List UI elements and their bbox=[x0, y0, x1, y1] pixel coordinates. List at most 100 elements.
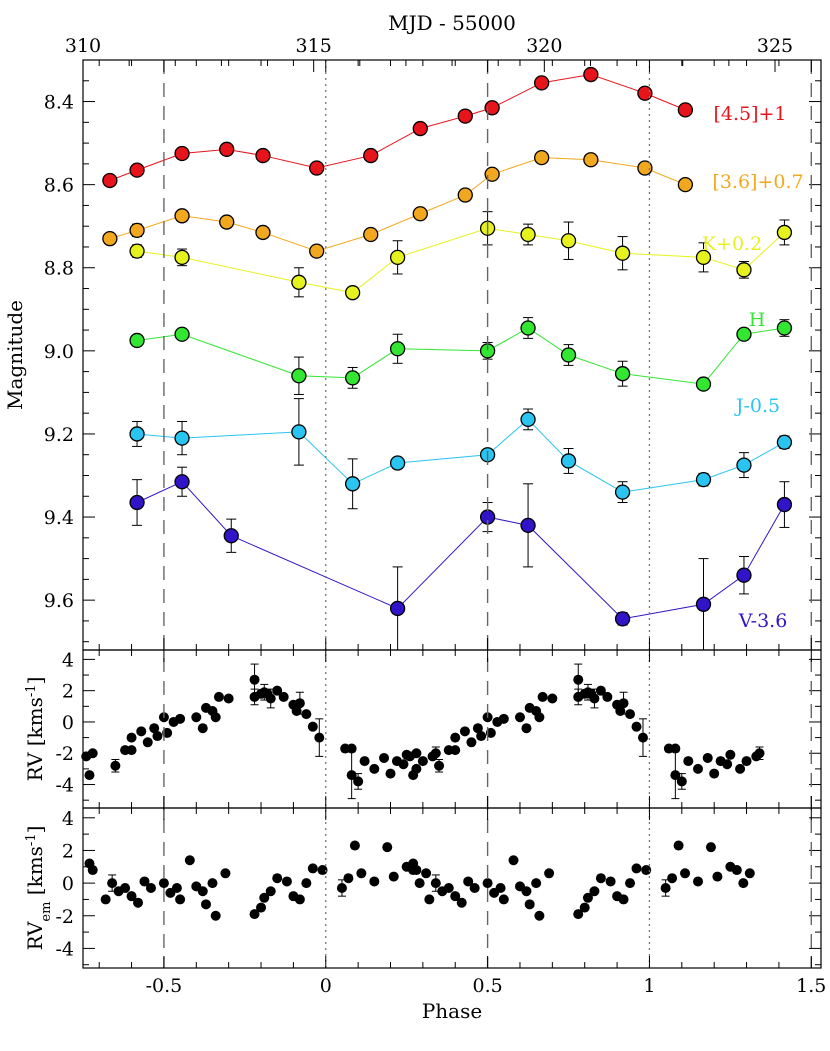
data-point bbox=[174, 326, 190, 342]
data-point bbox=[120, 883, 131, 893]
data-point bbox=[614, 611, 631, 627]
data-point bbox=[255, 224, 271, 241]
data-point bbox=[265, 886, 276, 897]
data-point bbox=[534, 712, 545, 723]
data-point bbox=[100, 894, 111, 905]
x-tick-label: 1.5 bbox=[796, 975, 826, 997]
data-point bbox=[346, 770, 357, 781]
y-axis-title-end: ] bbox=[23, 826, 47, 834]
data-point bbox=[456, 897, 467, 908]
data-point bbox=[614, 484, 631, 500]
data-point bbox=[317, 865, 328, 876]
data-point bbox=[307, 863, 318, 874]
data-point bbox=[385, 768, 396, 779]
data-point bbox=[498, 713, 509, 724]
data-point bbox=[614, 366, 631, 382]
data-point bbox=[457, 187, 473, 203]
data-point bbox=[434, 760, 445, 771]
data-point bbox=[615, 706, 626, 717]
data-point bbox=[213, 691, 224, 702]
data-point bbox=[210, 910, 221, 921]
data-point bbox=[421, 868, 432, 879]
data-point bbox=[412, 206, 428, 222]
data-point bbox=[534, 910, 545, 921]
y-tick-label: 9.4 bbox=[44, 507, 74, 529]
data-point bbox=[291, 274, 307, 290]
x-tick-label: -0.5 bbox=[146, 975, 183, 997]
data-point bbox=[309, 160, 325, 176]
data-point bbox=[174, 430, 190, 446]
data-point bbox=[110, 760, 121, 771]
y-tick-label: 0 bbox=[62, 712, 74, 734]
data-point bbox=[175, 713, 186, 724]
data-point bbox=[583, 66, 599, 83]
series-0: [4.5]+1 bbox=[102, 66, 787, 189]
data-point bbox=[84, 770, 95, 781]
data-point bbox=[736, 326, 752, 342]
y-axis-title-sup: -1 bbox=[24, 684, 39, 697]
y-tick-label: -4 bbox=[55, 938, 74, 960]
data-point bbox=[389, 600, 406, 617]
data-point bbox=[197, 886, 208, 897]
data-point bbox=[695, 249, 712, 266]
top-tick-label: 325 bbox=[757, 35, 793, 57]
data-point bbox=[278, 691, 289, 702]
top-axis-title: MJD - 55000 bbox=[388, 11, 516, 35]
data-point bbox=[534, 75, 550, 91]
data-point bbox=[776, 434, 793, 450]
data-point bbox=[126, 745, 137, 756]
data-point bbox=[586, 688, 597, 699]
y-axis-title-main: RV bbox=[23, 921, 47, 950]
data-point bbox=[667, 873, 678, 884]
top-tick-label: 310 bbox=[65, 35, 101, 57]
data-point bbox=[693, 876, 703, 887]
data-point bbox=[174, 208, 190, 224]
data-point bbox=[220, 868, 231, 879]
data-point bbox=[534, 149, 550, 166]
data-point bbox=[560, 233, 577, 249]
data-point bbox=[129, 494, 145, 511]
data-point bbox=[776, 496, 793, 513]
data-point bbox=[459, 726, 470, 737]
y-tick-label: 8.8 bbox=[44, 258, 74, 280]
data-point bbox=[307, 721, 318, 732]
data-point bbox=[129, 243, 145, 259]
y-tick-label: 8.4 bbox=[44, 92, 74, 114]
y-tick-label: 2 bbox=[62, 681, 74, 703]
data-point bbox=[272, 873, 283, 884]
data-point bbox=[126, 891, 137, 902]
series-label: J-0.5 bbox=[734, 395, 780, 417]
y-axis-title-main: RV [kms bbox=[23, 697, 47, 781]
data-point bbox=[677, 102, 694, 118]
data-point bbox=[583, 152, 599, 168]
data-point bbox=[314, 732, 325, 743]
data-point bbox=[673, 840, 684, 851]
top-tick-label: 320 bbox=[526, 35, 562, 57]
data-point bbox=[602, 691, 613, 702]
series-label: H bbox=[749, 309, 766, 331]
y-tick-label: 9.2 bbox=[44, 424, 74, 446]
data-point bbox=[107, 878, 118, 889]
data-point bbox=[158, 878, 169, 889]
data-point bbox=[614, 245, 631, 261]
data-point bbox=[589, 886, 600, 897]
data-point bbox=[129, 162, 145, 178]
data-point bbox=[281, 876, 292, 887]
data-point bbox=[520, 411, 536, 428]
series-3: H bbox=[129, 309, 793, 395]
radial-velocity-panel: 4 2 0 -2 -4 RV [kms-1] bbox=[23, 649, 821, 801]
series-5: V-3.6 bbox=[129, 466, 793, 651]
data-point bbox=[259, 892, 270, 903]
data-point bbox=[152, 731, 163, 742]
data-point bbox=[482, 878, 493, 889]
data-point bbox=[472, 723, 483, 734]
data-point bbox=[223, 693, 234, 704]
data-point bbox=[87, 748, 98, 759]
data-point bbox=[469, 883, 480, 893]
data-point bbox=[201, 899, 211, 910]
data-point bbox=[776, 224, 793, 241]
data-point bbox=[514, 712, 525, 723]
y-tick-label: 4 bbox=[62, 649, 74, 671]
data-point bbox=[705, 842, 716, 853]
